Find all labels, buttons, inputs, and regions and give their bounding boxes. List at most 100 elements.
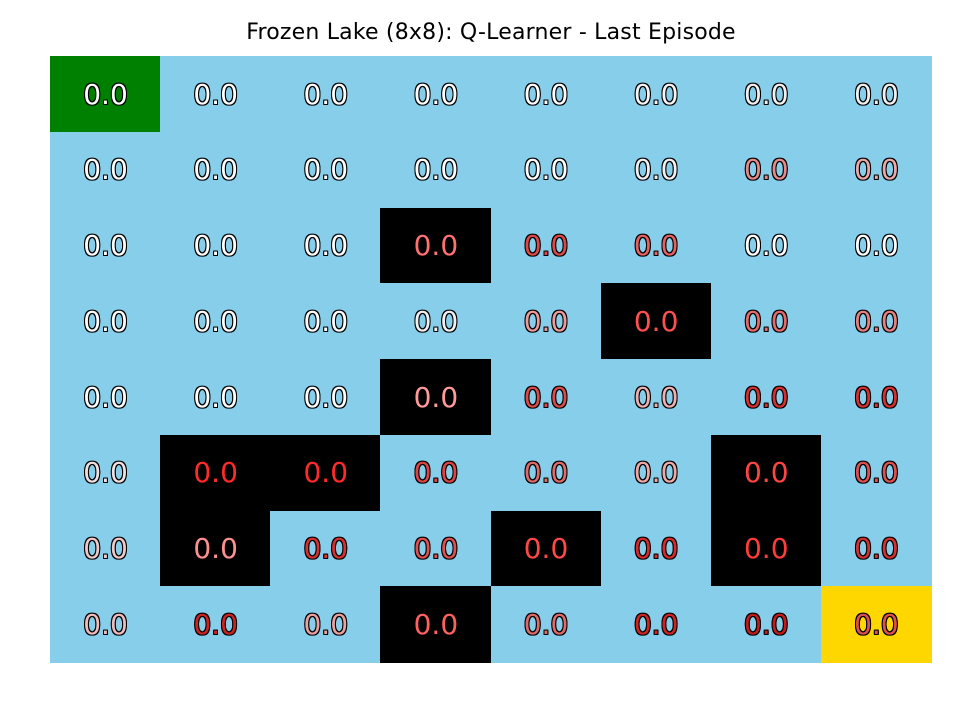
grid-cell-frozen: 0.0 <box>710 56 822 133</box>
cell-value-label: 0.0 <box>523 229 569 262</box>
grid-cell-frozen: 0.0 <box>270 359 382 436</box>
cell-value-label: 0.0 <box>854 153 899 187</box>
grid-cell-frozen: 0.0 <box>380 283 492 361</box>
grid-cell-frozen: 0.0 <box>490 131 602 209</box>
cell-value-label: 0.0 <box>413 153 459 187</box>
grid-cell-frozen: 0.0 <box>160 283 272 361</box>
grid-cell-frozen: 0.0 <box>600 510 712 588</box>
grid-cell-frozen: 0.0 <box>380 131 492 209</box>
grid-cell-hole: 0.0 <box>380 207 492 285</box>
cell-value-label: 0.0 <box>854 532 899 565</box>
cell-value-label: 0.0 <box>743 153 789 187</box>
grid-cell-frozen: 0.0 <box>600 359 712 436</box>
cell-value-label: 0.0 <box>83 77 128 111</box>
grid-cell-frozen: 0.0 <box>490 434 602 512</box>
grid-cell-frozen: 0.0 <box>820 510 932 588</box>
cell-value-label: 0.0 <box>303 456 349 490</box>
cell-value-label: 0.0 <box>193 380 238 414</box>
cell-value-label: 0.0 <box>523 380 569 414</box>
grid-cell-frozen: 0.0 <box>380 510 492 588</box>
grid-cell-frozen: 0.0 <box>600 434 712 512</box>
frozen-lake-grid: 0.0 0.0 0.0 0.0 0.0 0.0 0.0 0.0 0.0 0.0 0.0 0.0 0.0 0… <box>50 56 932 664</box>
grid-cell-frozen: 0.0 <box>160 359 272 436</box>
cell-value-label: 0.0 <box>83 380 128 414</box>
grid-cell-frozen: 0.0 <box>490 283 602 361</box>
grid-cell-frozen: 0.0 <box>710 586 822 664</box>
grid-cell-frozen: 0.0 <box>160 56 272 133</box>
grid-cell-hole: 0.0 <box>600 283 712 361</box>
cell-value-label: 0.0 <box>743 532 789 565</box>
grid-cell-frozen: 0.0 <box>710 207 822 285</box>
grid-cell-frozen: 0.0 <box>600 586 712 664</box>
cell-value-label: 0.0 <box>413 304 459 338</box>
cell-value-label: 0.0 <box>83 456 128 490</box>
grid-cell-frozen: 0.0 <box>490 586 602 664</box>
grid-cell-frozen: 0.0 <box>820 359 932 436</box>
cell-value-label: 0.0 <box>193 532 238 565</box>
grid-cell-frozen: 0.0 <box>50 131 161 209</box>
grid-cell-frozen: 0.0 <box>50 283 161 361</box>
cell-value-label: 0.0 <box>193 229 238 262</box>
grid-cell-frozen: 0.0 <box>270 586 382 664</box>
cell-value-label: 0.0 <box>523 304 569 338</box>
cell-value-label: 0.0 <box>854 456 899 490</box>
grid-cell-frozen: 0.0 <box>600 56 712 133</box>
grid-cell-frozen: 0.0 <box>160 586 272 664</box>
grid-cell-frozen: 0.0 <box>710 131 822 209</box>
grid-cell-goal: 0.0 <box>820 586 932 664</box>
cell-value-label: 0.0 <box>854 77 899 111</box>
grid-cell-frozen: 0.0 <box>710 283 822 361</box>
cell-value-label: 0.0 <box>83 607 128 641</box>
cell-value-label: 0.0 <box>633 229 679 262</box>
cell-value-label: 0.0 <box>633 532 679 565</box>
cell-value-label: 0.0 <box>854 607 899 641</box>
grid-cell-frozen: 0.0 <box>820 56 932 133</box>
cell-value-label: 0.0 <box>83 304 128 338</box>
cell-value-label: 0.0 <box>413 229 459 262</box>
grid-cell-frozen: 0.0 <box>270 207 382 285</box>
grid-cell-frozen: 0.0 <box>820 131 932 209</box>
cell-value-label: 0.0 <box>83 153 128 187</box>
grid-cell-frozen: 0.0 <box>270 56 382 133</box>
grid-cell-start: 0.0 <box>50 56 161 133</box>
cell-value-label: 0.0 <box>193 77 238 111</box>
cell-value-label: 0.0 <box>413 380 459 414</box>
grid-cell-frozen: 0.0 <box>710 359 822 436</box>
grid-cell-hole: 0.0 <box>270 434 382 512</box>
cell-value-label: 0.0 <box>743 456 789 490</box>
grid-cell-frozen: 0.0 <box>270 510 382 588</box>
grid-cell-frozen: 0.0 <box>380 56 492 133</box>
grid-cell-frozen: 0.0 <box>380 434 492 512</box>
cell-value-label: 0.0 <box>193 304 238 338</box>
cell-value-label: 0.0 <box>303 77 349 111</box>
cell-value-label: 0.0 <box>854 380 899 414</box>
grid-cell-hole: 0.0 <box>710 434 822 512</box>
cell-value-label: 0.0 <box>633 304 679 338</box>
cell-value-label: 0.0 <box>633 456 679 490</box>
cell-value-label: 0.0 <box>193 153 238 187</box>
grid-cell-hole: 0.0 <box>490 510 602 588</box>
grid-cell-hole: 0.0 <box>380 586 492 664</box>
grid-cell-frozen: 0.0 <box>160 131 272 209</box>
cell-value-label: 0.0 <box>633 77 679 111</box>
chart-title: Frozen Lake (8x8): Q-Learner - Last Epis… <box>246 20 736 45</box>
cell-value-label: 0.0 <box>413 77 459 111</box>
cell-value-label: 0.0 <box>854 304 899 338</box>
grid-cell-frozen: 0.0 <box>50 510 161 588</box>
cell-value-label: 0.0 <box>743 77 789 111</box>
cell-value-label: 0.0 <box>303 380 349 414</box>
grid-cell-frozen: 0.0 <box>490 56 602 133</box>
cell-value-label: 0.0 <box>633 153 679 187</box>
grid-cell-frozen: 0.0 <box>270 283 382 361</box>
grid-cell-frozen: 0.0 <box>600 207 712 285</box>
grid-cell-frozen: 0.0 <box>490 207 602 285</box>
grid-cell-hole: 0.0 <box>710 510 822 588</box>
cell-value-label: 0.0 <box>523 153 569 187</box>
cell-value-label: 0.0 <box>303 304 349 338</box>
grid-cell-hole: 0.0 <box>160 434 272 512</box>
cell-value-label: 0.0 <box>303 607 349 641</box>
cell-value-label: 0.0 <box>193 456 238 490</box>
grid-cell-frozen: 0.0 <box>600 131 712 209</box>
grid-cell-frozen: 0.0 <box>820 434 932 512</box>
cell-value-label: 0.0 <box>633 380 679 414</box>
